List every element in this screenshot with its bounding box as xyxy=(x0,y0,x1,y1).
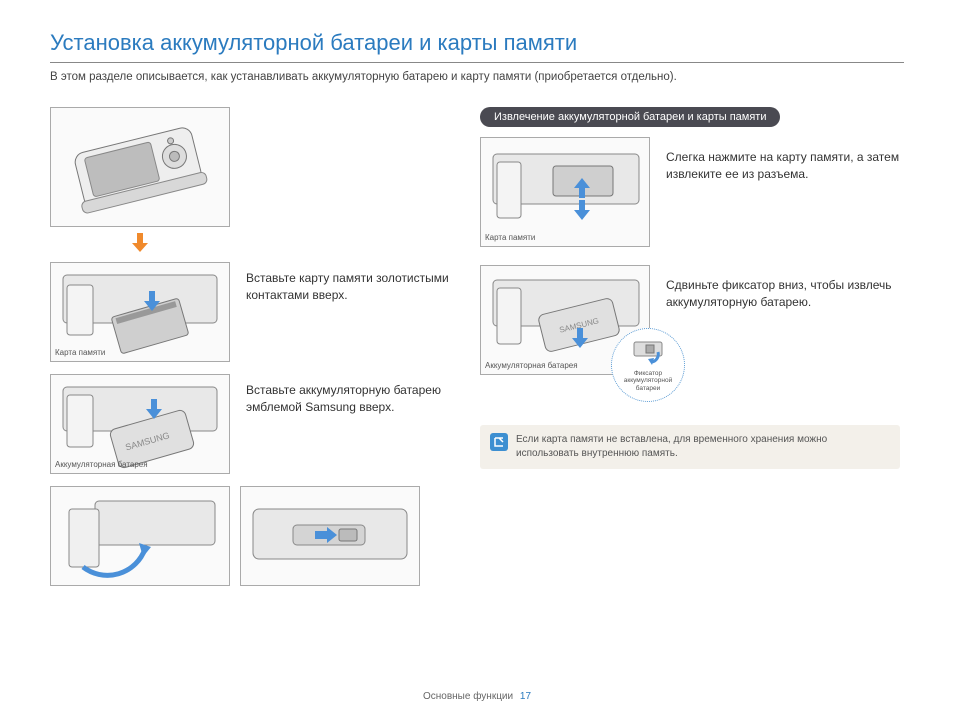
latch-callout-circle: Фиксатор аккумуляторной батареи xyxy=(611,328,685,402)
card-slot-icon xyxy=(55,267,225,357)
remove-battery-label: Аккумуляторная батарея xyxy=(485,361,578,370)
left-column: Карта памяти Вставьте карту памяти золот… xyxy=(50,107,450,586)
latch-icon xyxy=(245,491,415,581)
remove-battery-row: SAMSUNG Аккумуляторная батарея Фиксатор … xyxy=(480,265,900,375)
remove-card-icon xyxy=(485,142,645,242)
close-door-figure xyxy=(50,486,230,586)
insert-battery-desc: Вставьте аккумуляторную батарею эмблемой… xyxy=(246,374,450,416)
remove-battery-figure: SAMSUNG Аккумуляторная батарея Фиксатор … xyxy=(480,265,650,375)
note-text: Если карта памяти не вставлена, для врем… xyxy=(516,433,890,461)
removal-heading-pill: Извлечение аккумуляторной батареи и карт… xyxy=(480,107,780,127)
battery-label: Аккумуляторная батарея xyxy=(55,460,148,469)
remove-battery-desc: Сдвиньте фиксатор вниз, чтобы извлечь ак… xyxy=(666,265,900,311)
latch-callout-icon xyxy=(628,338,668,368)
insert-card-figure: Карта памяти xyxy=(50,262,230,362)
latch-figure xyxy=(240,486,420,586)
insert-battery-row: SAMSUNG Аккумуляторная батарея Вставьте … xyxy=(50,374,450,474)
remove-card-figure: Карта памяти xyxy=(480,137,650,247)
latch-callout-text: Фиксатор аккумуляторной батареи xyxy=(612,370,684,391)
insert-card-desc: Вставьте карту памяти золотистыми контак… xyxy=(246,262,450,304)
insert-battery-figure: SAMSUNG Аккумуляторная батарея xyxy=(50,374,230,474)
remove-card-label: Карта памяти xyxy=(485,233,535,242)
camera-icon xyxy=(60,117,220,217)
close-door-icon xyxy=(55,491,225,581)
note-box: Если карта памяти не вставлена, для врем… xyxy=(480,425,900,469)
footer-section: Основные функции xyxy=(423,691,513,702)
content-area: Карта памяти Вставьте карту памяти золот… xyxy=(50,107,904,586)
camera-overview-figure xyxy=(50,107,230,227)
remove-card-desc: Слегка нажмите на карту памяти, а затем … xyxy=(666,137,900,183)
close-door-pair xyxy=(50,486,450,586)
right-column: Извлечение аккумуляторной батареи и карт… xyxy=(480,107,900,586)
battery-slot-icon: SAMSUNG xyxy=(55,379,225,469)
insert-card-row: Карта памяти Вставьте карту памяти золот… xyxy=(50,262,450,362)
arrow-down-icon xyxy=(50,231,230,258)
page-footer: Основные функции 17 xyxy=(0,691,954,702)
intro-text: В этом разделе описывается, как устанавл… xyxy=(50,71,904,83)
card-label: Карта памяти xyxy=(55,348,105,357)
note-icon xyxy=(490,433,508,451)
remove-card-row: Карта памяти Слегка нажмите на карту пам… xyxy=(480,137,900,247)
footer-page-number: 17 xyxy=(520,691,531,702)
page-title: Установка аккумуляторной батареи и карты… xyxy=(50,30,904,63)
